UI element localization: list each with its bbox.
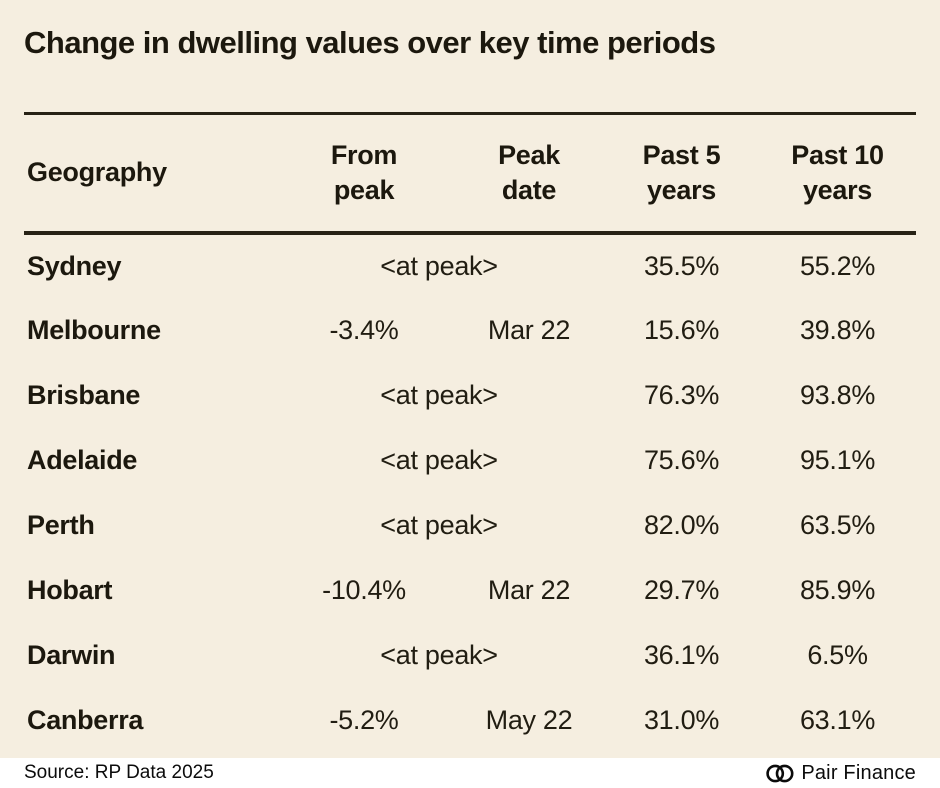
column-header-past-10-years: Past 10 years	[759, 115, 916, 235]
table-row-canberra: Canberra -5.2% May 22 31.0% 63.1%	[24, 688, 916, 753]
column-header-geography: Geography	[24, 115, 274, 235]
cell-at-peak: <at peak>	[380, 445, 498, 475]
cell-peak-date: Mar 22	[487, 315, 571, 345]
cell-geography: Hobart	[27, 575, 113, 605]
cell-past-10: 63.1%	[799, 705, 876, 735]
cell-geography: Darwin	[27, 640, 116, 670]
cell-past-5: 75.6%	[643, 445, 720, 475]
infographic-card: Change in dwelling values over key time …	[0, 0, 940, 758]
cell-from-peak: -3.4%	[329, 315, 399, 345]
interlocking-circles-icon	[766, 764, 794, 783]
cell-at-peak: <at peak>	[380, 510, 498, 540]
column-header-peak-date: Peak date	[454, 115, 604, 235]
cell-past-10: 39.8%	[799, 315, 876, 345]
cell-past-5: 35.5%	[643, 251, 720, 281]
cell-geography: Brisbane	[27, 380, 141, 410]
table-row-hobart: Hobart -10.4% Mar 22 29.7% 85.9%	[24, 558, 916, 623]
table-header: Geography From peak Peak date Past 5 yea…	[24, 115, 916, 235]
cell-geography: Canberra	[27, 705, 144, 735]
column-header-past-5-years: Past 5 years	[604, 115, 759, 235]
cell-at-peak: <at peak>	[380, 380, 498, 410]
chart-title: Change in dwelling values over key time …	[24, 25, 716, 60]
footer-bar: Source: RP Data 2025 Pair Finance	[0, 758, 940, 788]
cell-past-10: 85.9%	[799, 575, 876, 605]
cell-past-5: 31.0%	[643, 705, 720, 735]
cell-past-10: 93.8%	[799, 380, 876, 410]
cell-at-peak: <at peak>	[380, 640, 498, 670]
cell-geography: Perth	[27, 510, 95, 540]
column-header-from-peak: From peak	[274, 115, 454, 235]
cell-past-5: 82.0%	[643, 510, 720, 540]
dwelling-values-table: Geography From peak Peak date Past 5 yea…	[24, 115, 916, 753]
source-note: Source: RP Data 2025	[24, 762, 214, 783]
cell-from-peak: -10.4%	[322, 575, 406, 605]
cell-geography: Melbourne	[27, 315, 161, 345]
cell-past-5: 15.6%	[643, 315, 720, 345]
brand-lockup: Pair Finance	[766, 762, 916, 785]
cell-peak-date: Mar 22	[487, 575, 571, 605]
table-row-melbourne: Melbourne -3.4% Mar 22 15.6% 39.8%	[24, 298, 916, 363]
cell-past-10: 63.5%	[799, 510, 876, 540]
table-row-perth: Perth <at peak> 82.0% 63.5%	[24, 493, 916, 558]
cell-at-peak: <at peak>	[380, 251, 498, 281]
cell-peak-date: May 22	[485, 705, 573, 735]
cell-from-peak: -5.2%	[329, 705, 399, 735]
cell-geography: Adelaide	[27, 445, 138, 475]
table-row-darwin: Darwin <at peak> 36.1% 6.5%	[24, 623, 916, 688]
cell-past-5: 76.3%	[643, 380, 720, 410]
table-row-sydney: Sydney <at peak> 35.5% 55.2%	[24, 233, 916, 298]
title-divider	[24, 112, 916, 115]
cell-geography: Sydney	[27, 251, 122, 281]
table-body: Sydney <at peak> 35.5% 55.2% Melbourne -…	[24, 233, 916, 753]
cell-past-10: 95.1%	[799, 445, 876, 475]
brand-name: Pair Finance	[801, 761, 916, 784]
header-row: Geography From peak Peak date Past 5 yea…	[24, 115, 916, 235]
cell-past-10: 55.2%	[799, 251, 876, 281]
table-row-adelaide: Adelaide <at peak> 75.6% 95.1%	[24, 428, 916, 493]
table-row-brisbane: Brisbane <at peak> 76.3% 93.8%	[24, 363, 916, 428]
cell-past-10: 6.5%	[807, 640, 868, 670]
cell-past-5: 29.7%	[643, 575, 720, 605]
cell-past-5: 36.1%	[643, 640, 720, 670]
